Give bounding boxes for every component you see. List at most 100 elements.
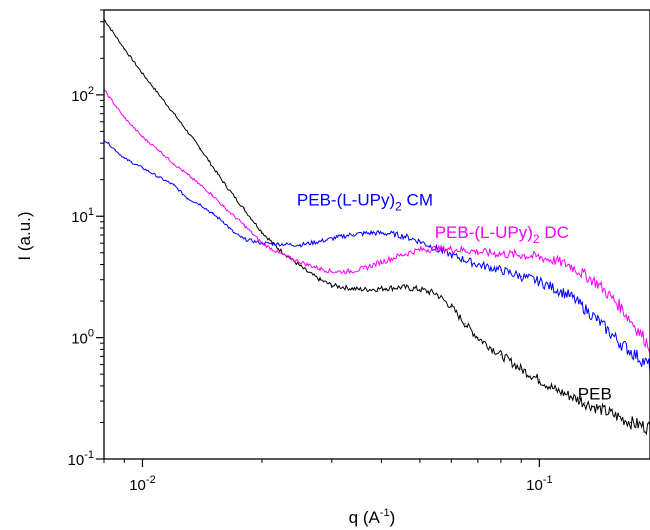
data-point: [520, 275, 522, 277]
data-point: [380, 261, 382, 263]
data-point: [347, 271, 349, 273]
data-point: [299, 244, 301, 246]
data-point: [401, 286, 403, 288]
y-tick-label: 10-1: [68, 449, 94, 469]
data-point: [608, 412, 610, 414]
data-point: [419, 240, 421, 242]
data-point: [584, 402, 586, 404]
tick-base: 10: [71, 209, 88, 226]
data-point: [450, 306, 452, 308]
series-label-tail: CM: [402, 191, 433, 210]
data-point: [538, 379, 541, 381]
y-axis-title: I (a.u.): [15, 211, 34, 260]
data-point: [277, 243, 279, 245]
data-point: [500, 354, 502, 356]
data-point: [233, 232, 235, 234]
tick-base: 10: [71, 88, 88, 105]
data-point: [342, 286, 344, 288]
data-point: [630, 421, 632, 424]
data-point: [500, 253, 502, 255]
data-point: [372, 232, 374, 234]
series-label-main: PEB-(L-UPy): [435, 223, 533, 242]
data-point: [435, 293, 437, 295]
tick-exponent: -2: [146, 474, 156, 486]
data-point: [277, 248, 279, 250]
data-point: [570, 295, 572, 297]
data-point: [450, 248, 452, 250]
data-point: [199, 203, 202, 206]
data-point: [435, 248, 437, 250]
data-point: [331, 284, 333, 286]
series-peb-l-upy-2-dc: [103, 89, 650, 353]
series-label-main: PEB: [578, 384, 612, 403]
data-point: [450, 254, 452, 256]
data-point: [357, 288, 359, 290]
data-point: [123, 157, 125, 159]
data-point: [520, 254, 522, 256]
data-point: [141, 72, 144, 75]
data-point: [199, 148, 202, 150]
data-point: [306, 263, 308, 266]
tick-exponent: 0: [88, 328, 94, 340]
data-point: [385, 287, 387, 289]
y-tick-label: 101: [71, 206, 94, 226]
data-point: [141, 167, 144, 169]
data-point: [464, 249, 466, 251]
data-point: [243, 208, 245, 210]
data-point: [277, 252, 279, 254]
data-point: [158, 149, 160, 151]
data-point: [222, 206, 225, 208]
x-tick-label: 10-1: [526, 474, 552, 494]
data-point: [123, 117, 125, 119]
x-axis-title-tail: ): [390, 508, 396, 527]
data-point: [243, 224, 245, 226]
series-line-peb-l-upy-2-cm: [103, 140, 650, 373]
data-point: [173, 113, 175, 115]
data-point: [520, 368, 522, 370]
data-point: [261, 242, 263, 244]
data-point: [173, 184, 175, 186]
tick-base: 10: [129, 477, 146, 494]
data-point: [292, 258, 294, 261]
data-point: [555, 389, 557, 391]
series-label-tail: DC: [540, 223, 569, 242]
series-line-peb: [103, 18, 650, 436]
series-label-peb-l-upy-2-cm: PEB-(L-UPy)2 CM: [297, 191, 433, 214]
data-point: [319, 240, 321, 242]
data-point: [319, 279, 321, 281]
x-axis-title: q (A-1): [349, 507, 396, 527]
data-point: [319, 268, 321, 270]
data-point: [464, 323, 466, 325]
data-point: [261, 231, 263, 233]
tick-base: 10: [71, 331, 88, 348]
series-line-peb-l-upy-2-dc: [103, 89, 650, 353]
data-point: [141, 136, 144, 138]
data-point: [619, 342, 622, 344]
data-point: [222, 181, 225, 183]
data-point: [352, 233, 354, 235]
data-point: [570, 395, 572, 397]
data-point: [419, 288, 421, 290]
series-label-main: PEB-(L-UPy): [297, 191, 395, 210]
data-point: [596, 282, 599, 284]
series-peb-l-upy-2-cm: [103, 138, 650, 373]
series-label-peb: PEB: [578, 384, 612, 403]
data-point: [404, 236, 407, 238]
y-tick-label: 102: [71, 85, 94, 105]
data-point: [187, 174, 189, 176]
data-point: [211, 213, 213, 215]
tick-exponent: 1: [88, 206, 94, 218]
data-point: [500, 269, 502, 271]
data-point: [570, 265, 572, 267]
data-point: [173, 163, 175, 165]
data-point: [331, 271, 333, 273]
data-point: [619, 306, 622, 308]
tick-base: 10: [68, 452, 85, 469]
y-tick-label: 100: [71, 328, 94, 348]
tick-exponent: 2: [88, 85, 94, 97]
tick-exponent: -1: [84, 449, 94, 461]
data-point: [596, 319, 599, 321]
